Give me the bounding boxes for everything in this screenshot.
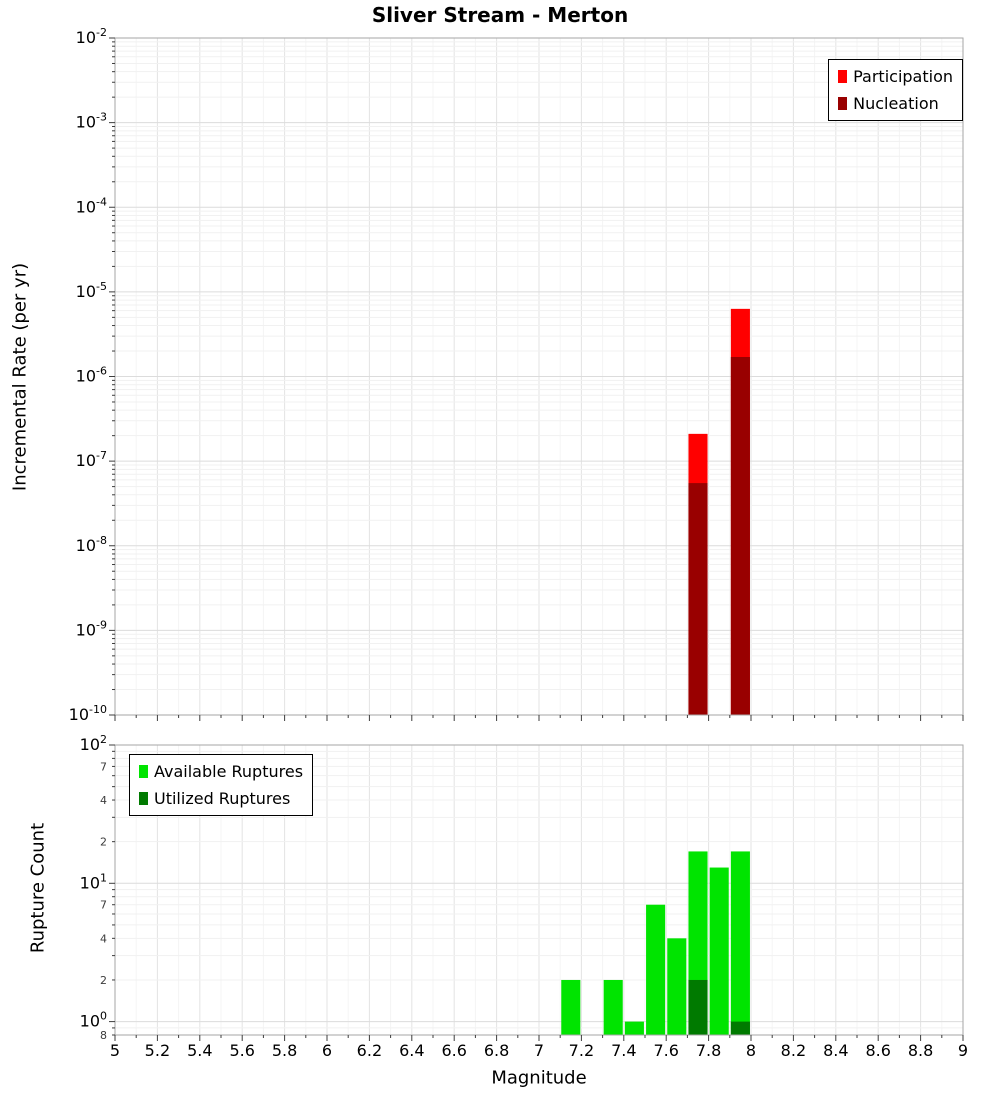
legend-entry-nucleation: Nucleation [838,90,953,117]
y-tick-label: 10-10 [69,703,107,724]
legend-rate: Participation Nucleation [828,59,963,121]
y-tick-label: 10-6 [76,365,107,386]
legend-entry-participation: Participation [838,63,953,90]
y-tick-label: 100 [80,1010,107,1031]
x-tick-label: 5 [110,1041,120,1060]
x-tick-label: 7.6 [653,1041,678,1060]
x-tick-label: 8 [746,1041,756,1060]
x-tick-label: 6 [322,1041,332,1060]
y-minor-tick-label: 2 [100,974,107,987]
legend-label-nucleation: Nucleation [853,94,939,113]
bar-available-ruptures [667,938,687,1035]
participation-swatch-icon [838,70,848,83]
available-ruptures-swatch-icon [139,765,148,778]
bar-nucleation [730,356,750,715]
bar-available-ruptures [709,867,729,1035]
x-tick-label: 9 [958,1041,968,1060]
y-tick-label: 10-2 [76,26,107,47]
y-tick-label: 102 [80,733,107,754]
x-tick-label: 7.2 [569,1041,594,1060]
legend-entry-utilized-ruptures: Utilized Ruptures [139,785,303,812]
x-tick-label: 5.4 [187,1041,212,1060]
x-tick-label: 7 [534,1041,544,1060]
y-minor-tick-label: 4 [100,932,107,945]
bar-utilized-ruptures [730,1021,750,1035]
nucleation-swatch-icon [838,97,848,110]
bar-available-ruptures [561,979,581,1035]
chart-title: Sliver Stream - Merton [371,3,629,27]
bar-available-ruptures [730,851,750,1035]
y-tick-label: 10-7 [76,449,107,470]
x-tick-label: 5.8 [272,1041,297,1060]
legend-label-available-ruptures: Available Ruptures [154,762,304,781]
y-tick-label: 10-5 [76,280,107,301]
y-minor-tick-label: 7 [100,899,107,912]
x-tick-label: 7.4 [611,1041,636,1060]
bar-available-ruptures [646,904,666,1035]
y-tick-label: 10-9 [76,618,107,639]
legend-label-participation: Participation [853,67,953,86]
y-minor-tick-label: 2 [100,836,107,849]
x-tick-label: 8.6 [865,1041,890,1060]
x-tick-label: 6.2 [357,1041,382,1060]
legend-count: Available Ruptures Utilized Ruptures [129,754,314,816]
x-tick-label: 8.8 [908,1041,933,1060]
x-tick-label: 8.2 [781,1041,806,1060]
y-tick-label: 101 [80,871,107,892]
x-tick-label: 6.6 [441,1041,466,1060]
x-tick-label: 5.6 [229,1041,254,1060]
x-tick-label: 8.4 [823,1041,848,1060]
bar-utilized-ruptures [688,979,708,1035]
y-axis-label-rate: Incremental Rate (per yr) [9,262,31,492]
y-minor-tick-label: 7 [100,760,107,773]
bar-available-ruptures [603,979,623,1035]
bar-available-ruptures [624,1021,644,1035]
legend-entry-available-ruptures: Available Ruptures [139,758,303,785]
x-axis-label: Magnitude [491,1067,587,1089]
bar-nucleation [688,483,708,715]
y-minor-tick-label: 4 [100,794,107,807]
utilized-ruptures-swatch-icon [139,792,148,805]
x-tick-label: 6.4 [399,1041,424,1060]
legend-label-utilized-ruptures: Utilized Ruptures [154,789,291,808]
x-tick-label: 7.8 [696,1041,721,1060]
y-tick-label: 10-8 [76,534,107,555]
x-tick-label: 5.2 [145,1041,170,1060]
y-axis-label-count: Rupture Count [27,822,49,954]
y-tick-label: 10-4 [76,195,107,216]
y-minor-tick-label: 8 [100,1029,107,1042]
y-tick-label: 10-3 [76,111,107,132]
x-tick-label: 6.8 [484,1041,509,1060]
